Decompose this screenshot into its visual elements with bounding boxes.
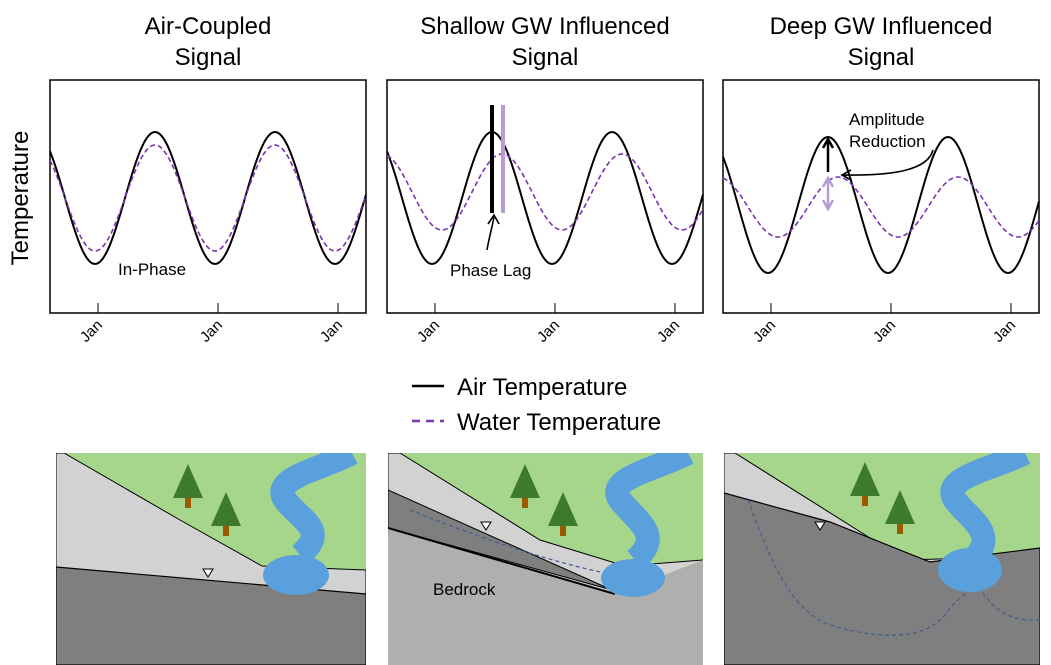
water-temperature-curve	[723, 177, 1039, 237]
signal-panel: Shallow GW Influenced Signal Jan Jan Jan Phas…	[387, 13, 703, 346]
legend: Air Temperature Water Temperature	[412, 374, 661, 436]
panel-title: Signal	[512, 44, 579, 71]
x-tick-label: Jan	[870, 317, 899, 346]
y-axis-label: Temperature	[7, 131, 34, 266]
figure: Temperature Air Temperature Water Temper…	[0, 0, 1051, 665]
x-tick-label: Jan	[77, 317, 106, 346]
legend-water: Water Temperature	[457, 409, 661, 436]
air-temperature-curve	[723, 137, 1039, 273]
x-tick-label: Jan	[534, 317, 563, 346]
bedrock-label: Bedrock	[433, 580, 496, 599]
x-tick-label: Jan	[750, 317, 779, 346]
annotation-arrow	[842, 150, 933, 180]
signal-panel: Air-Coupled Signal Jan Jan Jan In-Phase	[50, 13, 366, 346]
annotation: Reduction	[849, 132, 926, 151]
annotation: Amplitude	[849, 110, 925, 129]
annotation: In-Phase	[118, 260, 186, 279]
x-tick-label: Jan	[654, 317, 683, 346]
panel-title: Deep GW Influenced	[770, 13, 993, 40]
x-tick-label: Jan	[990, 317, 1019, 346]
amplitude-arrow	[823, 139, 833, 172]
legend-air: Air Temperature	[457, 374, 627, 401]
x-tick-label: Jan	[317, 317, 346, 346]
panel-title: Signal	[848, 44, 915, 71]
landscape-deep	[724, 453, 1040, 665]
water-temperature-curve	[387, 154, 703, 230]
plot-frame	[387, 80, 703, 313]
landscape-air-coupled	[56, 453, 366, 665]
annotation-arrow	[487, 215, 499, 250]
annotation: Phase Lag	[450, 261, 531, 280]
x-tick-label: Jan	[197, 317, 226, 346]
landscape-shallow: Bedrock	[388, 453, 703, 665]
panel-title: Air-Coupled	[145, 13, 272, 40]
amplitude-arrow-water	[823, 178, 833, 209]
air-temperature-curve	[387, 132, 703, 264]
plot-frame	[50, 80, 366, 313]
panel-title: Shallow GW Influenced	[420, 13, 669, 40]
water-temperature-curve	[50, 145, 366, 251]
panel-title: Signal	[175, 44, 242, 71]
air-temperature-curve	[50, 132, 366, 264]
signal-panel: Deep GW Influenced Signal Jan Jan Jan Amplitu…	[723, 13, 1039, 346]
x-tick-label: Jan	[414, 317, 443, 346]
